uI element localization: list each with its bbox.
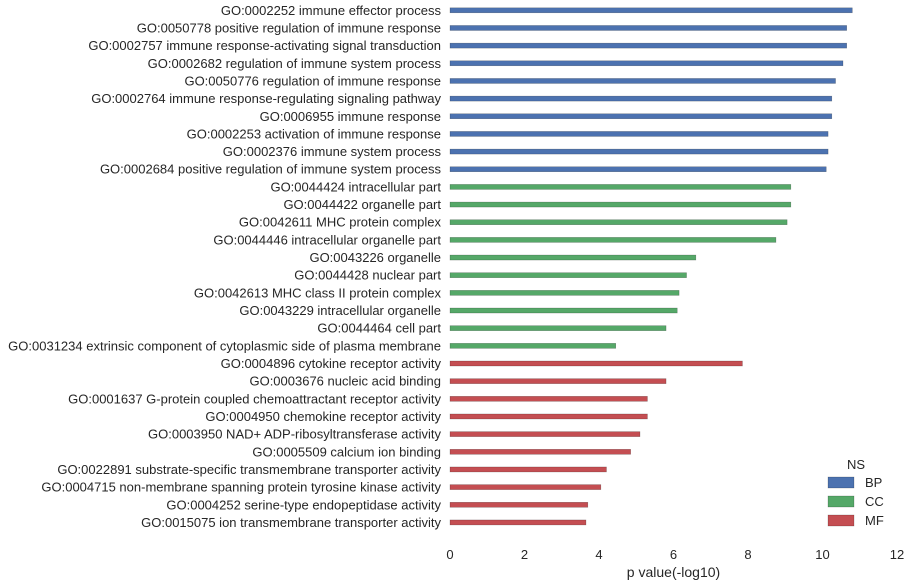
- bar-mf-5: [449, 431, 641, 437]
- category-label: GO:0042611 MHC protein complex: [239, 215, 442, 230]
- x-tick-label: 12: [890, 547, 904, 562]
- bar-mf-7: [449, 466, 607, 473]
- category-label: GO:0004252 serine-type endopeptidase act…: [166, 497, 441, 512]
- category-label: GO:0044424 intracellular part: [270, 179, 441, 194]
- category-label: GO:0004715 non-membrane spanning protein…: [41, 480, 441, 495]
- category-label: GO:0050776 regulation of immune response: [184, 73, 441, 88]
- bar-mf-1: [449, 360, 743, 367]
- category-label: GO:0003950 NAD+ ADP-ribosyltransferase a…: [148, 427, 441, 442]
- category-label: GO:0044464 cell part: [317, 321, 441, 336]
- bar-mf-3: [449, 396, 648, 402]
- bar-cc-5: [449, 254, 697, 261]
- x-tick-label: 8: [744, 547, 751, 562]
- bar-bp-6: [449, 95, 833, 102]
- category-label: GO:0004950 chemokine receptor activity: [205, 409, 441, 424]
- category-label: GO:0031234 extrinsic component of cytopl…: [8, 338, 441, 353]
- category-label: GO:0043226 organelle: [309, 250, 441, 265]
- category-label: GO:0043229 intracellular organelle: [239, 303, 441, 318]
- bar-bp-10: [449, 166, 827, 172]
- legend-title: NS: [847, 457, 865, 472]
- bar-mf-2: [449, 378, 667, 384]
- category-label: GO:0022891 substrate-specific transmembr…: [57, 462, 441, 477]
- bar-mf-10: [449, 519, 587, 526]
- bar-cc-9: [449, 325, 667, 331]
- bar-cc-8: [449, 307, 678, 314]
- legend: NS BP CC MF: [827, 457, 884, 528]
- category-label: GO:0044428 nuclear part: [294, 268, 441, 283]
- bar-bp-9: [449, 148, 829, 155]
- category-label: GO:0004896 cytokine receptor activity: [221, 356, 442, 371]
- x-axis-ticks-group: 0 2 4 6 8 10 12: [446, 547, 904, 562]
- bar-bp-7: [449, 113, 833, 120]
- category-label: GO:0005509 calcium ion binding: [252, 444, 441, 459]
- bar-bp-2: [449, 25, 847, 31]
- bar-cc-4: [449, 237, 777, 243]
- x-tick-label: 0: [446, 547, 453, 562]
- category-label: GO:0001637 G-protein coupled chemoattrac…: [68, 391, 441, 406]
- bar-mf-6: [449, 449, 631, 455]
- category-label: GO:0002764 immune response-regulating si…: [91, 91, 441, 106]
- bar-bp-3: [449, 42, 847, 49]
- category-label: GO:0002684 positive regulation of immune…: [100, 162, 442, 177]
- category-label: GO:0050778 positive regulation of immune…: [137, 20, 441, 35]
- category-label: GO:0042613 MHC class II protein complex: [194, 285, 442, 300]
- bar-cc-3: [449, 219, 788, 225]
- bar-mf-4: [449, 413, 648, 420]
- bar-cc-7: [449, 290, 680, 296]
- bar-bp-4: [449, 60, 844, 67]
- bar-cc-10: [449, 343, 617, 349]
- bar-mf-9: [449, 502, 589, 508]
- category-label: GO:0015075 ion transmembrane transporter…: [141, 515, 441, 530]
- category-label: GO:0006955 immune response: [260, 109, 441, 124]
- bar-bp-8: [449, 131, 829, 137]
- category-label: GO:0002376 immune system process: [223, 144, 442, 159]
- x-axis-title: p value(-log10): [627, 564, 720, 580]
- bar-cc-6: [449, 272, 687, 278]
- category-label: GO:0044422 organelle part: [283, 197, 441, 212]
- bar-bp-1: [449, 7, 853, 14]
- category-label: GO:0002757 immune response-activating si…: [88, 38, 441, 53]
- legend-swatch-cc: [827, 495, 855, 508]
- bar-cc-2: [449, 201, 792, 208]
- legend-swatch-mf: [827, 514, 855, 527]
- category-label: GO:0003676 nucleic acid binding: [249, 374, 441, 389]
- legend-label-cc: CC: [865, 494, 884, 509]
- category-labels-group: GO:0002252 immune effector process GO:005…: [8, 3, 441, 530]
- bars-group: [449, 7, 853, 526]
- legend-label-mf: MF: [865, 513, 884, 528]
- x-tick-label: 2: [521, 547, 528, 562]
- category-label: GO:0002253 activation of immune response: [187, 126, 441, 141]
- category-label: GO:0002682 regulation of immune system p…: [148, 56, 442, 71]
- category-label: GO:0002252 immune effector process: [221, 3, 442, 18]
- legend-swatch-bp: [827, 476, 855, 489]
- x-tick-label: 6: [670, 547, 677, 562]
- bar-mf-8: [449, 484, 602, 490]
- bar-cc-1: [449, 184, 792, 190]
- x-tick-label: 10: [815, 547, 829, 562]
- x-tick-label: 4: [595, 547, 602, 562]
- bar-bp-5: [449, 78, 836, 84]
- category-label: GO:0044446 intracellular organelle part: [213, 232, 441, 247]
- legend-label-bp: BP: [865, 475, 882, 490]
